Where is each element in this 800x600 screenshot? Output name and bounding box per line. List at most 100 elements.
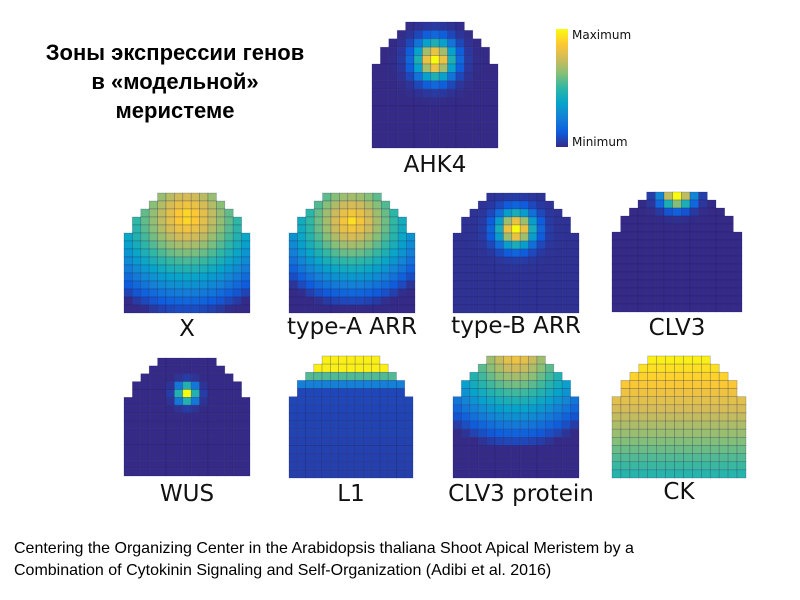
heatmap-cell <box>406 232 416 242</box>
heatmap-cell <box>647 412 657 422</box>
heatmap-cell <box>363 437 372 446</box>
heatmap-cell <box>216 272 226 282</box>
heatmap-cell <box>494 355 504 365</box>
heatmap-cell <box>727 437 738 446</box>
heatmap-cell <box>672 215 682 225</box>
heatmap-cell <box>199 280 209 290</box>
colorbar <box>556 29 568 147</box>
heatmap-cell <box>313 363 323 373</box>
heatmap-cell <box>364 280 374 290</box>
heatmap-cell <box>380 46 390 56</box>
heatmap-cell <box>389 208 399 218</box>
heatmap-cell <box>182 224 192 234</box>
heatmap-cell <box>692 355 702 365</box>
label-l1: L1 <box>337 481 365 507</box>
heatmap-cell <box>140 216 150 226</box>
heatmap-cell <box>330 371 339 381</box>
heatmap-cell <box>494 428 504 438</box>
heatmap-cell <box>371 97 381 107</box>
heatmap-cell <box>148 248 158 258</box>
heatmap-cell <box>371 453 381 463</box>
heatmap-cell <box>718 388 729 397</box>
heatmap-cell <box>224 389 234 398</box>
heatmap-cell <box>528 380 538 389</box>
heatmap-cell <box>665 453 675 463</box>
heatmap-cell <box>647 469 657 479</box>
heatmap-cell <box>165 232 175 242</box>
heatmap-cell <box>422 139 432 149</box>
heatmap-cell <box>736 453 747 463</box>
heatmap-cell <box>511 428 521 438</box>
heatmap-cell <box>620 279 630 289</box>
heatmap-cell <box>313 280 323 290</box>
heatmap-cell <box>715 215 725 225</box>
heatmap-cell <box>165 444 175 453</box>
heatmap-cell <box>672 271 682 281</box>
heatmap-cell <box>296 453 306 463</box>
heatmap-cell <box>305 437 315 446</box>
heatmap-cell <box>701 412 711 422</box>
heatmap-cell <box>313 469 323 479</box>
heatmap-cell <box>545 437 555 446</box>
heatmap-cell <box>447 72 457 82</box>
heatmap-cell <box>461 272 471 282</box>
heatmap-cell <box>372 192 382 202</box>
heatmap-cell <box>364 272 374 282</box>
heatmap-cell <box>536 224 546 234</box>
heatmap-cell <box>663 279 673 289</box>
heatmap-cell <box>455 63 465 73</box>
heatmap-cell <box>647 428 657 438</box>
heatmap-cell <box>355 288 365 298</box>
heatmap-cell <box>406 272 416 282</box>
heatmap-cell <box>430 97 440 107</box>
heatmap-cell <box>165 216 175 226</box>
heatmap-cell <box>288 280 298 290</box>
heatmap-cell <box>561 224 571 234</box>
heatmap-cell <box>469 396 479 406</box>
heatmap-cell <box>452 420 462 430</box>
heatmap-cell <box>372 208 382 218</box>
heatmap-ck <box>611 355 747 479</box>
heatmap-cell <box>241 404 251 414</box>
heatmap-cell <box>157 436 167 445</box>
heatmap-cell <box>157 404 167 414</box>
heatmap-cell <box>216 397 226 406</box>
heatmap-cell <box>380 97 390 107</box>
heatmap-cell <box>389 224 399 234</box>
heatmap-cell <box>165 389 175 398</box>
heatmap-cell <box>647 420 657 430</box>
heatmap-cell <box>132 272 142 282</box>
heatmap-cell <box>528 420 538 430</box>
heatmap-cell <box>288 304 298 314</box>
heatmap-cell <box>140 373 150 382</box>
heatmap-cell <box>396 469 406 479</box>
heatmap-cell <box>422 80 432 90</box>
heatmap-cell <box>413 38 423 48</box>
heatmap-cell <box>190 459 200 469</box>
heatmap-cell <box>646 191 656 201</box>
heatmap-cell <box>404 453 414 463</box>
heatmap-cell <box>397 272 407 282</box>
heatmap-cell <box>570 296 580 306</box>
heatmap-cell <box>322 264 332 274</box>
heatmap-cell <box>288 240 298 250</box>
heatmap-cell <box>701 428 711 438</box>
heatmap-cell <box>339 240 349 250</box>
heatmap-cell <box>232 296 242 306</box>
heatmap-cell <box>199 288 209 298</box>
heatmap-cell <box>724 231 734 241</box>
heatmap-cell <box>174 452 184 461</box>
heatmap-cell <box>611 412 622 422</box>
heatmap-cell <box>494 232 504 242</box>
heatmap-cell <box>528 461 538 471</box>
heatmap-cell <box>381 248 391 258</box>
heatmap-cell <box>477 396 487 406</box>
heatmap-cell <box>486 200 496 210</box>
heatmap-cell <box>404 437 414 446</box>
heatmap-cell <box>339 304 349 314</box>
heatmap-cell <box>355 216 365 226</box>
heatmap-cell <box>132 467 142 477</box>
heatmap-cell <box>288 437 298 446</box>
heatmap-cell <box>387 396 397 406</box>
heatmap-cell <box>405 55 415 65</box>
